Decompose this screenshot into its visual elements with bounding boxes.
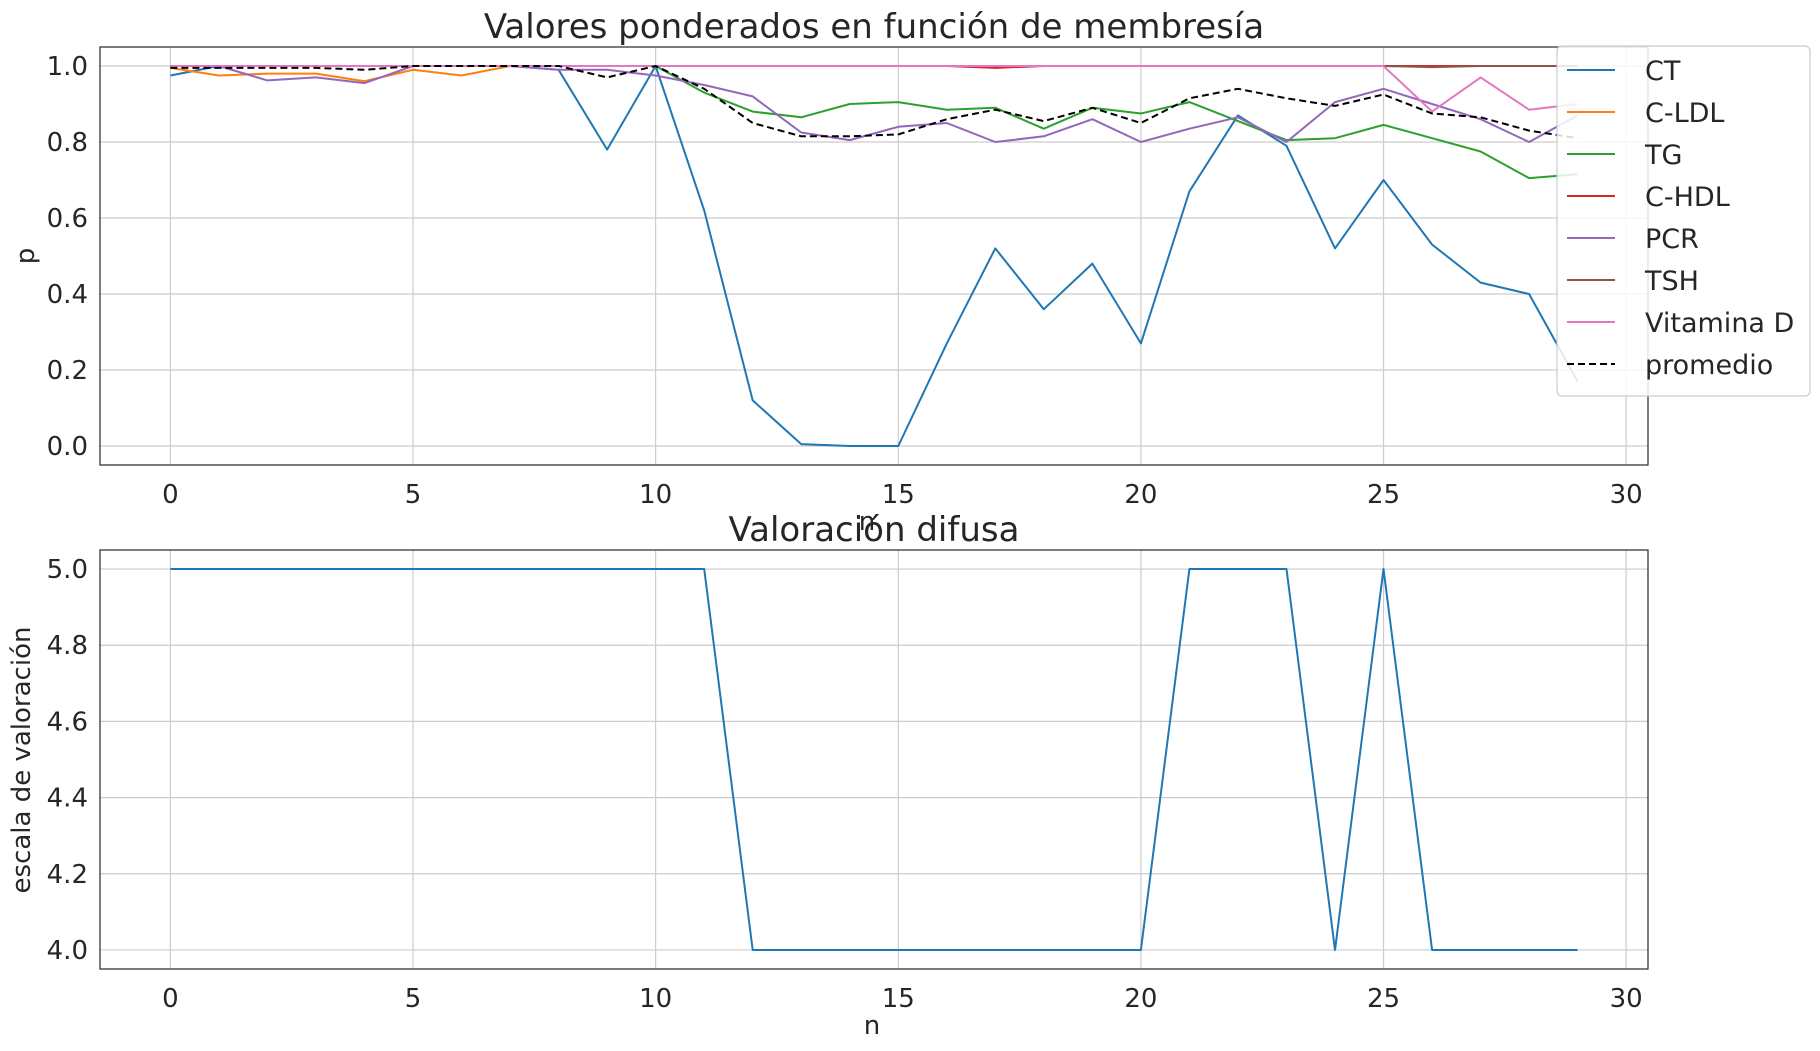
- x-tick-label: 25: [1367, 480, 1400, 510]
- y-tick-label: 4.0: [47, 936, 88, 966]
- legend-label: TG: [1644, 140, 1682, 171]
- x-axis-label: n: [859, 507, 875, 537]
- plot-area: [100, 47, 1648, 465]
- x-tick-label: 10: [639, 984, 672, 1014]
- y-tick-label: 4.8: [47, 631, 88, 661]
- x-tick-label: 15: [882, 480, 915, 510]
- x-tick-label: 5: [405, 480, 422, 510]
- x-tick-label: 25: [1367, 984, 1400, 1014]
- chart-title: Valores ponderados en función de membres…: [484, 7, 1264, 47]
- y-tick-label: 1.0: [47, 52, 88, 82]
- legend-label: PCR: [1645, 224, 1699, 255]
- x-tick-label: 10: [639, 480, 672, 510]
- chart-fuzzy-valuation: 0 5 10 15 20 25 30 4.0 4.2 4.4 4.6 4.8 5.0 Valoraci…: [7, 510, 1649, 1041]
- series-line-0: [170, 568, 1578, 951]
- legend-box: [1556, 45, 1811, 397]
- legend-label: TSH: [1644, 266, 1699, 297]
- x-tick-label: 0: [162, 984, 179, 1014]
- y-axis-label: p: [11, 248, 41, 265]
- y-tick-label: 0.0: [47, 432, 88, 462]
- y-tick-label: 0.8: [47, 128, 88, 158]
- plot-frame: [99, 549, 1649, 970]
- y-tick-label: 0.6: [47, 204, 88, 234]
- legend-label: C-LDL: [1645, 98, 1724, 129]
- x-tick-label: 0: [162, 480, 179, 510]
- x-tick-label: 20: [1124, 480, 1157, 510]
- x-tick-label: 20: [1124, 984, 1157, 1014]
- x-tick-label: 15: [882, 984, 915, 1014]
- x-tick-label: 30: [1610, 480, 1643, 510]
- y-tick-label: 4.4: [47, 784, 88, 814]
- x-tick-label: 30: [1610, 984, 1643, 1014]
- y-tick-label: 0.2: [47, 356, 88, 386]
- legend-label: Vitamina D: [1645, 308, 1794, 339]
- legend-label: promedio: [1645, 350, 1773, 381]
- y-tick-label: 4.2: [47, 860, 88, 890]
- y-tick-label: 4.6: [47, 707, 88, 737]
- series-line-pcr: [170, 65, 1579, 143]
- x-tick-label: 5: [405, 984, 422, 1014]
- chart-weighted-values: 0 5 10 15 20 25 30 0.0 0.2 0.4 0.6 0.8 1.0 Valores …: [11, 7, 1811, 537]
- y-tick-label: 0.4: [47, 280, 88, 310]
- legend-label: CT: [1645, 56, 1681, 87]
- legend-label: C-HDL: [1645, 182, 1730, 213]
- y-axis-label: escala de valoración: [7, 627, 37, 894]
- legend: CT C-LDL TG C-HDL PCR TSH Vitamina D promedio: [1556, 45, 1811, 397]
- x-axis-label: n: [864, 1011, 880, 1041]
- chart-title: Valoración difusa: [729, 510, 1020, 550]
- series-line-promedio: [170, 65, 1578, 140]
- y-tick-label: 5.0: [47, 555, 88, 585]
- plot-area: [100, 550, 1648, 969]
